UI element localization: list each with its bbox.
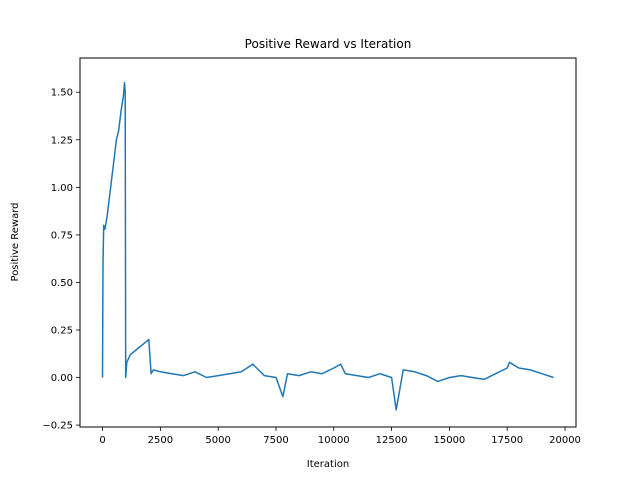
- y-tick-label: 1.00: [51, 183, 73, 194]
- x-axis-label: Iteration: [307, 459, 349, 470]
- series-line-0: [101, 81, 554, 411]
- series-layer: [101, 81, 554, 411]
- x-tick-label: 15000: [433, 435, 465, 446]
- y-tick-label: 0.50: [51, 278, 73, 289]
- x-tick-label: 12500: [376, 435, 408, 446]
- x-tick-label: 20000: [549, 435, 581, 446]
- y-tick-label: 0.00: [51, 373, 73, 384]
- plot-frame: [79, 57, 577, 428]
- y-tick-label: 1.50: [51, 88, 73, 99]
- y-tick-label: −0.25: [42, 421, 73, 432]
- x-tick-label: 7500: [263, 435, 288, 446]
- y-tick-label: 1.25: [51, 135, 73, 146]
- x-tick-label: 5000: [205, 435, 230, 446]
- x-tick-label: 10000: [318, 435, 350, 446]
- y-axis: −0.25 0.00 0.25 0.50 0.75 1.00 1.25 1.50: [42, 88, 80, 432]
- y-tick-label: 0.75: [51, 230, 73, 241]
- x-axis: 0 2500 5000 7500 10000 12500 15000 17500 20000: [99, 427, 581, 446]
- y-axis-label: Positive Reward: [10, 203, 21, 282]
- y-tick-label: 0.25: [51, 325, 73, 336]
- x-tick-label: 17500: [491, 435, 523, 446]
- x-tick-label: 2500: [148, 435, 173, 446]
- x-tick-label: 0: [99, 435, 105, 446]
- chart-title: Positive Reward vs Iteration: [245, 37, 412, 51]
